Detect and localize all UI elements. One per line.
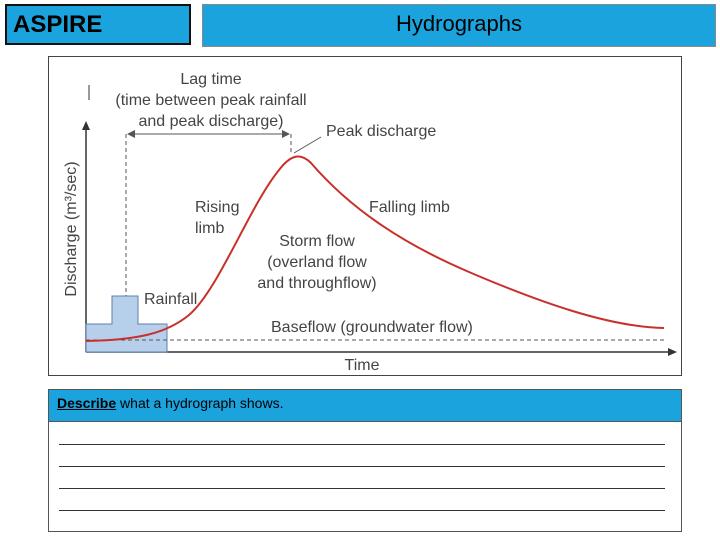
rainfall-bars <box>85 295 168 353</box>
lag-time-label-3: and peak discharge) <box>139 113 284 130</box>
lag-time-label-1: Lag time <box>180 71 241 88</box>
rising-limb-label-2: limb <box>195 220 224 237</box>
x-axis-label: Time <box>345 357 380 374</box>
hydrograph-svg: Lag time (time between peak rainfall and… <box>63 71 677 374</box>
question-text: what a hydrograph shows. <box>116 395 284 411</box>
hydrograph-diagram: Lag time (time between peak rainfall and… <box>48 56 682 376</box>
rainfall-label: Rainfall <box>144 291 197 308</box>
brand-label: ASPIRE <box>13 10 103 38</box>
lag-time-label-2: (time between peak rainfall <box>115 92 306 109</box>
lag-arrow-right <box>282 130 290 138</box>
peak-discharge-label: Peak discharge <box>326 123 436 140</box>
question-bar: Describe what a hydrograph shows. <box>48 389 682 422</box>
answer-line[interactable] <box>59 510 665 511</box>
answer-box[interactable] <box>48 422 682 532</box>
brand-box: ASPIRE <box>5 4 191 45</box>
baseflow-label: Baseflow (groundwater flow) <box>271 319 473 336</box>
y-axis-label: Discharge (m³/sec) <box>63 161 80 296</box>
answer-line[interactable] <box>59 444 665 445</box>
answer-line[interactable] <box>59 466 665 467</box>
storm-flow-label-3: and throughflow) <box>257 275 376 292</box>
peak-pointer <box>293 136 322 154</box>
page-title: Hydrographs <box>396 11 522 36</box>
lag-arrow-left <box>127 130 135 138</box>
y-axis-arrow <box>82 121 90 130</box>
rising-limb-label-1: Rising <box>195 199 239 216</box>
answer-line[interactable] <box>59 488 665 489</box>
falling-limb-label: Falling limb <box>369 199 450 216</box>
hydrograph-curve <box>85 155 665 342</box>
storm-flow-label-1: Storm flow <box>279 233 355 250</box>
storm-flow-label-2: (overland flow <box>267 254 367 271</box>
x-axis-arrow <box>668 348 677 356</box>
title-bar: Hydrographs <box>202 4 716 47</box>
question-keyword: Describe <box>57 395 117 411</box>
